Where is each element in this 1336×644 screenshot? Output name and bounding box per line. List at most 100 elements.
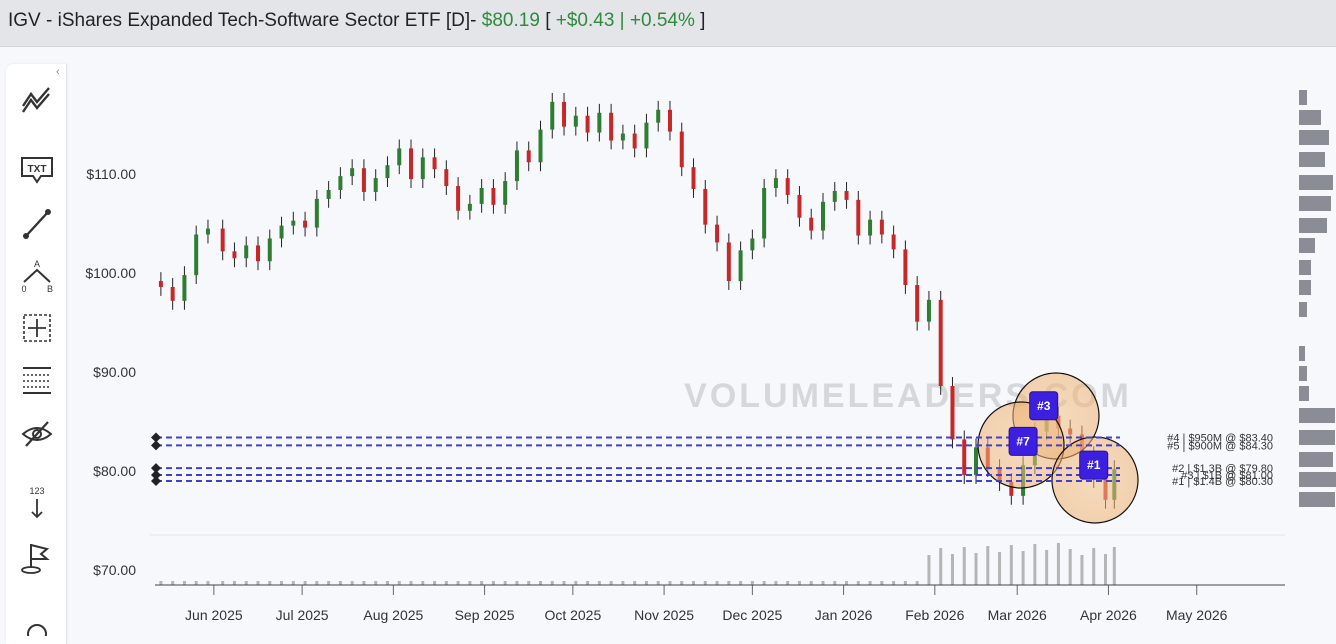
level-label: #5 | $900M @ $84.30 (1167, 440, 1273, 452)
volume-profile-bar (1299, 218, 1327, 233)
volume-bar (774, 581, 778, 585)
volume-bar (586, 581, 590, 585)
volume-bar (232, 581, 236, 585)
volume-bar (1103, 554, 1107, 585)
trend-lines-tool[interactable] (19, 80, 55, 116)
volume-bar (1112, 547, 1116, 585)
rank-marker (1029, 391, 1059, 421)
volume-bar (939, 548, 943, 585)
candle-body (632, 133, 637, 149)
volume-bar (727, 581, 731, 585)
candle-body (409, 148, 414, 180)
candle-body (797, 194, 802, 218)
volume-profile-bar (1299, 90, 1307, 105)
candle-body (444, 169, 449, 187)
flag-tool[interactable] (19, 540, 55, 576)
collapse-toolbar-icon[interactable]: ‹ (56, 66, 60, 78)
level-diamond (151, 432, 161, 443)
candle-body (1009, 481, 1014, 496)
candle-body (291, 220, 296, 226)
candle-body (644, 122, 649, 149)
chart-header: IGV - iShares Expanded Tech-Software Sec… (0, 0, 1336, 47)
volume-bar (374, 581, 378, 585)
volume-bar (974, 553, 978, 585)
rank-marker (1079, 450, 1109, 480)
candle-body (938, 299, 943, 386)
volume-bar (327, 581, 331, 585)
candle-body (738, 250, 743, 282)
volume-bar (468, 581, 472, 585)
candle-body (232, 251, 237, 259)
volume-bar (644, 581, 648, 585)
y-axis: $110.00 $100.00 $90.00 $80.00 $70.00 (85, 166, 136, 578)
line-tool[interactable] (19, 206, 55, 242)
volume-bar (350, 581, 354, 585)
volume-bar (527, 581, 531, 585)
candle-body (597, 112, 602, 133)
candle-body (785, 178, 790, 195)
volume-bar (256, 581, 260, 585)
candle-body (868, 219, 873, 236)
hide-icon (21, 421, 53, 447)
x-tick-label: Sep 2025 (455, 607, 515, 623)
volume-bar (480, 581, 484, 585)
price-chart: VOLUMELEADERS.COM $110.00$100.00$90.00$8… (85, 90, 1336, 623)
volume-profile-bar (1299, 238, 1315, 253)
level-diamond (151, 440, 161, 451)
candle-body (962, 439, 967, 476)
volume-bar (692, 581, 696, 585)
abc-pattern-tool[interactable]: A 0 B (19, 258, 55, 294)
volume-profile-bar (1299, 472, 1336, 487)
x-tick-label: Nov 2025 (634, 607, 694, 623)
volume-bar (182, 581, 186, 585)
volume-bar (244, 581, 248, 585)
volume-bar (1009, 545, 1013, 585)
candle-body (620, 133, 625, 141)
flag-icon (21, 544, 50, 574)
volume-bar (397, 581, 401, 585)
rank-marker-label: #7 (1016, 434, 1030, 448)
volume-bar (1045, 550, 1049, 585)
volume-bar (856, 581, 860, 585)
candle-body (762, 187, 767, 239)
symbol-name: IGV - iShares Expanded Tech-Software Sec… (8, 10, 477, 31)
level-label: #3 | $1B @ $81.00 (1181, 470, 1273, 482)
hide-drawings-tool[interactable] (19, 416, 55, 452)
candle-body (844, 190, 849, 200)
candle-body (303, 220, 308, 228)
volume-bar (703, 581, 707, 585)
volume-bar (221, 581, 225, 585)
crosshair-tool[interactable] (19, 310, 55, 346)
volume-bar (574, 581, 578, 585)
drawing-toolbar: TXT A 0 B (6, 64, 67, 644)
volume-bar (950, 554, 954, 585)
candle-body (526, 150, 531, 163)
candle-body (726, 242, 731, 282)
candle-body (832, 190, 837, 202)
volume-profile-bar (1299, 302, 1307, 317)
x-tick-label: Aug 2025 (363, 607, 423, 623)
volume-profile-bar (1299, 130, 1329, 145)
candle-body (514, 150, 519, 182)
volume-bar (456, 581, 460, 585)
candle-body (891, 234, 896, 250)
volume-bar (303, 581, 307, 585)
abc-b-label: B (47, 284, 53, 294)
volume-bar (998, 552, 1002, 585)
volume-bar (892, 581, 896, 585)
price-label-tool[interactable]: 123 (19, 484, 55, 520)
bracket-close: ] (700, 10, 706, 31)
candle-body (691, 167, 696, 189)
text-tool[interactable]: TXT (19, 152, 55, 188)
volume-bar (491, 581, 495, 585)
candle-body (550, 101, 555, 130)
y-tick-label: $90.00 (93, 364, 136, 380)
rank-marker (1008, 426, 1038, 456)
candle-body (255, 245, 260, 262)
highlight-circle (1051, 436, 1139, 524)
volume-bar (1056, 543, 1060, 585)
candle-body (205, 228, 210, 235)
candle-body (926, 299, 931, 322)
bracket-open: [ (545, 10, 551, 31)
fib-levels-tool[interactable] (19, 362, 55, 398)
